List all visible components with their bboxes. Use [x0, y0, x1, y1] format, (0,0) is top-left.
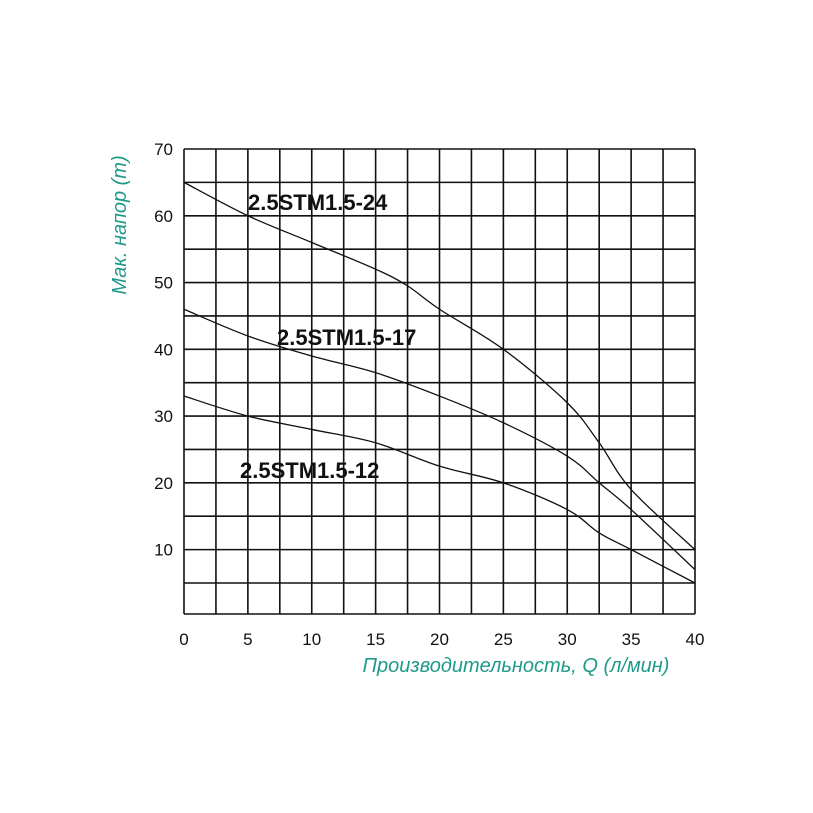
x-tick-labels: 0 5 10 15 20 25 30 35 40 — [179, 630, 704, 649]
series-labels: 2.5STM1.5-24 2.5STM1.5-17 2.5STM1.5-12 — [240, 190, 416, 483]
x-tick-label: 35 — [622, 630, 641, 649]
x-tick-label: 10 — [302, 630, 321, 649]
series-line-2.5STM1.5-17 — [183, 308, 696, 571]
y-tick-label: 10 — [154, 541, 173, 560]
y-tick-label: 70 — [154, 140, 173, 159]
series-lines — [183, 181, 696, 584]
series-line-2.5STM1.5-24 — [183, 181, 696, 551]
y-tick-label: 50 — [154, 274, 173, 293]
series-label-2.5STM1.5-24: 2.5STM1.5-24 — [248, 190, 388, 215]
series-label-2.5STM1.5-12: 2.5STM1.5-12 — [240, 458, 379, 483]
x-tick-label: 0 — [179, 630, 188, 649]
y-tick-label: 60 — [154, 207, 173, 226]
y-tick-labels: 10 20 30 40 50 60 70 — [154, 140, 173, 560]
grid — [183, 148, 696, 615]
x-tick-label: 20 — [430, 630, 449, 649]
y-tick-label: 40 — [154, 340, 173, 359]
x-tick-label: 15 — [366, 630, 385, 649]
x-tick-label: 5 — [243, 630, 252, 649]
x-tick-label: 30 — [558, 630, 577, 649]
y-axis-label: Мак. напор (m) — [109, 155, 131, 294]
x-tick-label: 40 — [686, 630, 705, 649]
series-line-2.5STM1.5-12 — [183, 395, 696, 584]
x-axis-label: Производительность, Q (л/мин) — [363, 655, 670, 677]
x-tick-label: 25 — [494, 630, 513, 649]
series-label-2.5STM1.5-17: 2.5STM1.5-17 — [277, 325, 416, 350]
y-tick-label: 20 — [154, 474, 173, 493]
y-tick-label: 30 — [154, 407, 173, 426]
